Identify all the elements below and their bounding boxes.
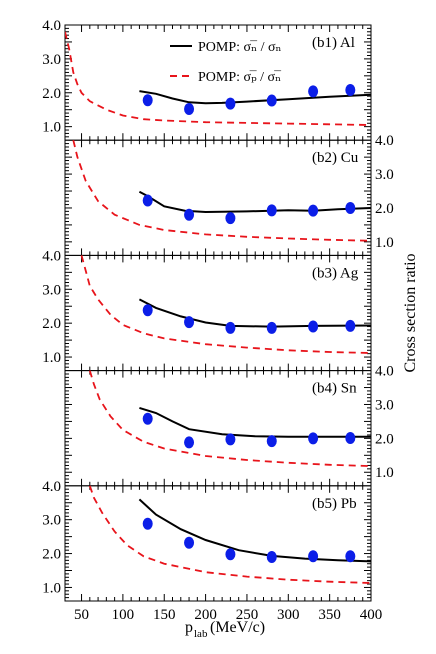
panel-3-data-point [142,304,153,317]
panel-2-dashed-curve [72,139,371,242]
x-tick-label: 400 [360,607,383,623]
panel-2-data-point [142,194,153,207]
panel-4-y-tick-label: 4.0 [375,364,394,380]
panel-2-data-point [345,201,356,214]
panel-4-solid-curve [139,406,371,438]
panel-4-y-tick-label: 1.0 [375,465,394,481]
panel-5-data-point [266,550,277,563]
panel-5-data-point [225,548,236,561]
x-axis-title: p lab (MeV/c) [185,619,265,640]
panel-3-solid-curve [138,298,371,328]
x-axis-title-main: p [185,619,193,636]
panel-4-data-point [142,412,153,425]
panel-3-data-point [266,321,277,334]
panel-5-y-tick-label: 3.0 [42,513,61,529]
labels-layer: 1.0 2.0 3.0 4.0 (b1) Al 1.0 2.0 3.0 4.0 (b2) Cu 1.… [42,18,394,623]
panel-2-y-tick-label: 3.0 [375,167,394,183]
panel-5-data-point [142,517,153,530]
panel-2-label: (b2) Cu [312,150,359,166]
x-tick-label: 200 [194,607,217,623]
panel-5-y-tick-label: 4.0 [42,479,61,495]
panel-5-y-tick-label: 1.0 [42,580,61,596]
y-axis-title: Cross section ratio [402,253,419,372]
panel-1-dashed-curve [65,31,371,126]
x-tick-label: 250 [236,607,259,623]
panel-3-y-tick-label: 2.0 [42,316,61,332]
panel-2-data-point [225,212,236,225]
panel-1-y-tick-label: 4.0 [42,18,61,34]
panel-4-dashed-curve [88,370,371,467]
panel-2-y-tick-label: 2.0 [375,201,394,217]
panel-2-data-point [266,204,277,217]
panel-1-data-point [308,85,319,98]
panel-1-y-tick-label: 3.0 [42,52,61,68]
ticks-layer [65,25,372,601]
panel-1-data-point [142,94,153,107]
panel-2-solid-curve [138,190,371,214]
panel-5-solid-curve [138,498,371,563]
panel-1-solid-curve [139,90,371,105]
panel-4-y-tick-label: 2.0 [375,431,394,447]
panel-1-label: (b1) Al [312,35,355,51]
panel-4-data-point [225,433,236,446]
panel-3-data-point [345,319,356,332]
panel-1-y-tick-label: 1.0 [42,120,61,136]
panel-1-data-point [184,103,195,116]
panel-3-data-point [184,316,195,329]
panel-3-data-point [308,320,319,333]
x-tick-label: 50 [74,607,89,623]
panel-4-data-point [184,436,195,449]
panel-1-y-tick-label: 2.0 [42,86,61,102]
panel-5-data-point [345,550,356,563]
x-axis-title-unit: (MeV/c) [210,619,265,636]
panel-1-data-point [266,94,277,107]
panel-4-data-point [266,435,277,448]
panel-5-dashed-curve [88,485,371,584]
x-tick-label: 150 [153,607,176,623]
panel-5-y-tick-label: 2.0 [42,547,61,563]
panel-2-y-tick-label: 4.0 [375,133,394,149]
panel-5-data-point [184,536,195,549]
legend-solid-label: POMP: σₙ̅ / σₙ [198,39,282,55]
panel-3-y-tick-label: 1.0 [42,350,61,366]
x-axis-title-subscript: lab [194,628,208,640]
panel-3-y-tick-label: 3.0 [42,282,61,298]
legend-dashed-label: POMP: σₚ̅ / σₙ̅ [198,69,281,85]
panel-4-data-point [308,432,319,445]
x-tick-label: 100 [112,607,135,623]
x-tick-label: 350 [318,607,341,623]
panel-4-y-tick-label: 3.0 [375,397,394,413]
panel-1-data-point [345,84,356,97]
panel-2-data-point [184,208,195,221]
panel-3-data-point [225,321,236,334]
series-layer [65,31,371,584]
panel-4-label: (b4) Sn [312,381,357,397]
panel-3-label: (b3) Ag [312,265,359,281]
panel-5-label: (b5) Pb [312,496,357,512]
panel-3-y-tick-label: 4.0 [42,248,61,264]
panel-4-data-point [345,432,356,445]
panel-1-data-point [225,97,236,110]
legend: POMP: σₙ̅ / σₙ POMP: σₚ̅ / σₙ̅ [170,39,282,85]
panel-2-data-point [308,204,319,217]
panel-2-y-tick-label: 1.0 [375,235,394,251]
x-tick-label: 300 [277,607,300,623]
panel-5-data-point [308,550,319,563]
